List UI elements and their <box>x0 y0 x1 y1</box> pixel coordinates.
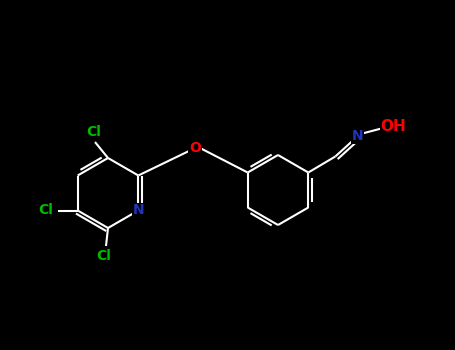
Text: O: O <box>189 141 201 155</box>
Text: Cl: Cl <box>96 249 111 263</box>
Text: N: N <box>132 203 144 217</box>
Text: N: N <box>352 130 363 144</box>
Text: Cl: Cl <box>38 203 53 217</box>
Text: OH: OH <box>380 119 406 134</box>
Text: Cl: Cl <box>86 125 101 139</box>
